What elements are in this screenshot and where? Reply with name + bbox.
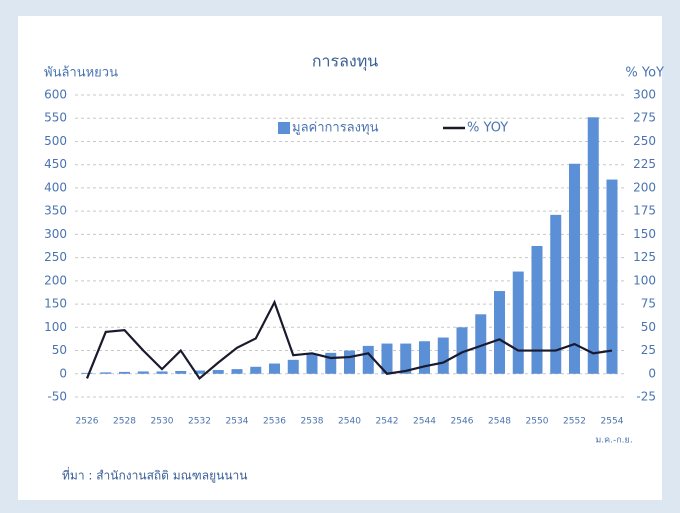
x-tick-label: 2552 — [563, 417, 586, 427]
bar — [156, 371, 168, 374]
y-tick-label: 200 — [44, 273, 67, 287]
source-note: ที่มา : สำนักงานสถิติ มณฑลยูนนาน — [62, 467, 248, 484]
bar — [194, 370, 205, 374]
y-tick-label: 550 — [44, 111, 67, 125]
y2-tick-label: 0 — [648, 366, 656, 380]
bar — [287, 359, 299, 374]
y-tick-label: 600 — [44, 88, 67, 102]
bar — [400, 343, 412, 374]
x-tick-label: 2536 — [263, 417, 286, 427]
y-tick-label: 300 — [44, 227, 67, 241]
y2-tick-label: 25 — [641, 343, 656, 357]
y2-tick-label: 300 — [633, 88, 656, 102]
x-tick-label: 2526 — [76, 417, 99, 427]
legend-swatch — [278, 122, 290, 134]
y2-tick-label: 250 — [633, 134, 656, 148]
x-tick-label: 2542 — [376, 417, 399, 427]
bar — [119, 371, 130, 374]
y2-tick-label: -25 — [636, 390, 656, 404]
y-tick-label: 50 — [52, 343, 67, 357]
y2-tick-label: 150 — [633, 227, 656, 241]
x-tick-label: 2530 — [151, 417, 174, 427]
y2-tick-label: 175 — [633, 204, 656, 218]
y2-axis-label: % YoY — [625, 66, 664, 81]
y-tick-label: 500 — [44, 134, 67, 148]
x-tick-label: 2540 — [338, 417, 361, 427]
bar — [100, 372, 112, 374]
bar — [137, 371, 149, 374]
annotation: ม.ค.-ก.ย. — [595, 436, 632, 446]
x-tick-label: 2528 — [113, 417, 136, 427]
y-tick-label: 350 — [44, 204, 67, 218]
bar — [606, 179, 618, 374]
y2-tick-label: 50 — [641, 320, 656, 334]
bar — [569, 163, 580, 374]
y-tick-label: 450 — [44, 157, 67, 171]
x-tick-label: 2550 — [526, 417, 549, 427]
bar — [381, 343, 393, 374]
x-tick-label: 2538 — [301, 417, 324, 427]
bar — [325, 352, 337, 374]
bar — [437, 337, 449, 374]
x-tick-label: 2532 — [188, 417, 211, 427]
bar — [212, 370, 224, 374]
bar — [362, 345, 374, 374]
x-tick-label: 2546 — [451, 417, 474, 427]
y2-tick-label: 200 — [633, 180, 656, 194]
bar — [269, 363, 280, 374]
bar — [512, 271, 524, 374]
bar — [531, 246, 543, 374]
bar — [587, 117, 599, 374]
y2-tick-label: 75 — [641, 297, 656, 311]
y2-tick-label: 100 — [633, 273, 656, 287]
y-axis-label: พันล้านหยวน — [44, 66, 118, 81]
y-tick-label: 400 — [44, 180, 67, 194]
y-tick-label: 250 — [44, 250, 67, 264]
bar — [175, 370, 187, 374]
y-tick-label: -50 — [47, 390, 67, 404]
line-series — [85, 299, 613, 381]
y2-tick-label: 275 — [633, 111, 656, 125]
y-tick-label: 0 — [59, 366, 67, 380]
chart-title: การลงทุน — [312, 52, 378, 72]
bar — [344, 350, 355, 374]
y2-tick-label: 225 — [633, 157, 656, 171]
x-tick-label: 2534 — [226, 417, 249, 427]
bar — [250, 366, 262, 374]
x-tick-label: 2554 — [601, 417, 624, 427]
legend-label: % YOY — [467, 121, 508, 136]
y2-tick-label: 125 — [633, 250, 656, 264]
bar — [456, 327, 468, 374]
legend-label: มูลค่าการลงทุน — [292, 121, 379, 136]
bar — [419, 341, 430, 374]
x-tick-label: 2544 — [413, 417, 436, 427]
x-tick-label: 2548 — [488, 417, 511, 427]
y-tick-label: 150 — [44, 297, 67, 311]
y-tick-label: 100 — [44, 320, 67, 334]
bar — [231, 369, 243, 374]
bar — [81, 372, 93, 374]
bar — [494, 291, 505, 374]
bar — [550, 214, 562, 374]
bar — [306, 354, 318, 374]
bar — [475, 314, 487, 374]
